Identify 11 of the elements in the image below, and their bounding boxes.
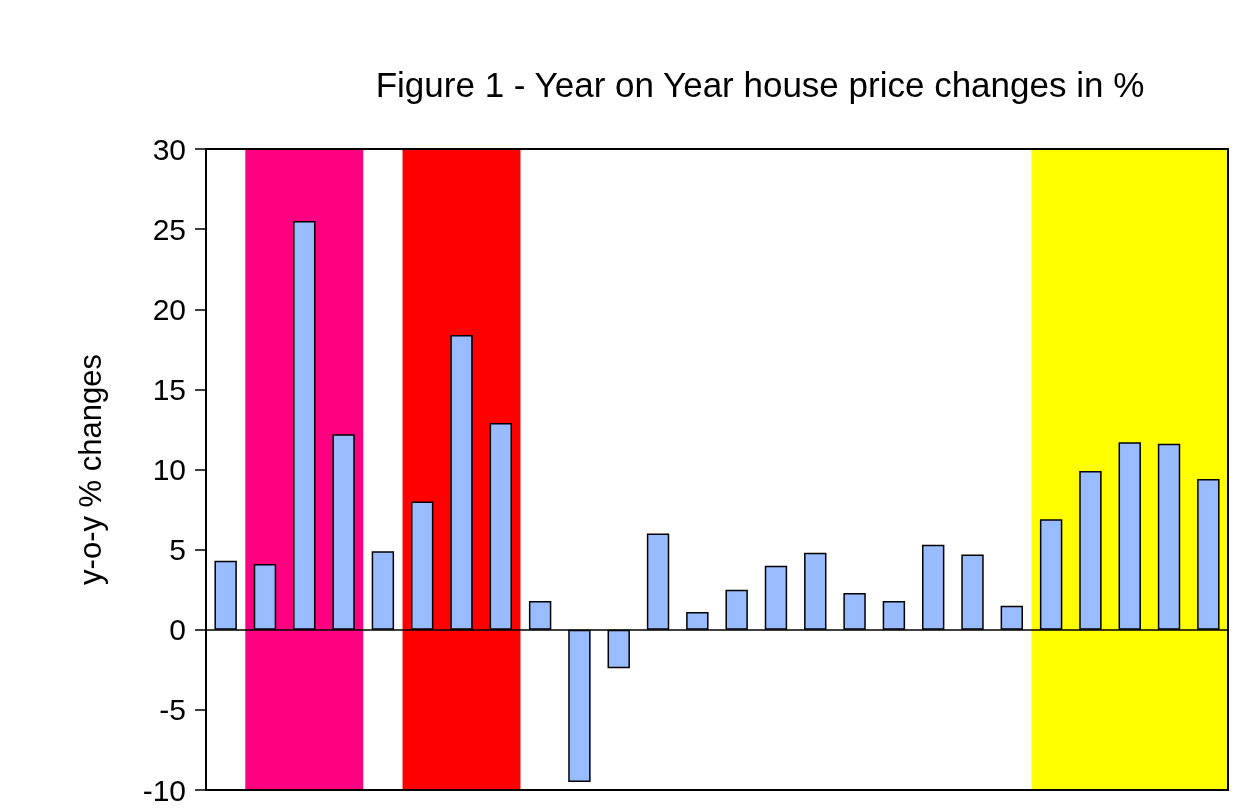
y-tick-label: 30 [152, 132, 186, 166]
y-tick-label: 10 [152, 453, 186, 486]
y-tick-label: -10 [142, 773, 186, 807]
y-tick-label: 0 [169, 613, 186, 647]
chart-title: Figure 1 - Year on Year house price changes in % [375, 65, 1145, 104]
y-axis-title: y-o-y % changes [73, 354, 108, 585]
y-tick-label: 5 [169, 533, 186, 567]
y-tick-label: 20 [152, 292, 186, 326]
y-tick-label: -5 [159, 693, 186, 727]
y-tick-label: 25 [152, 212, 186, 246]
y-tick-label: 15 [152, 372, 186, 406]
